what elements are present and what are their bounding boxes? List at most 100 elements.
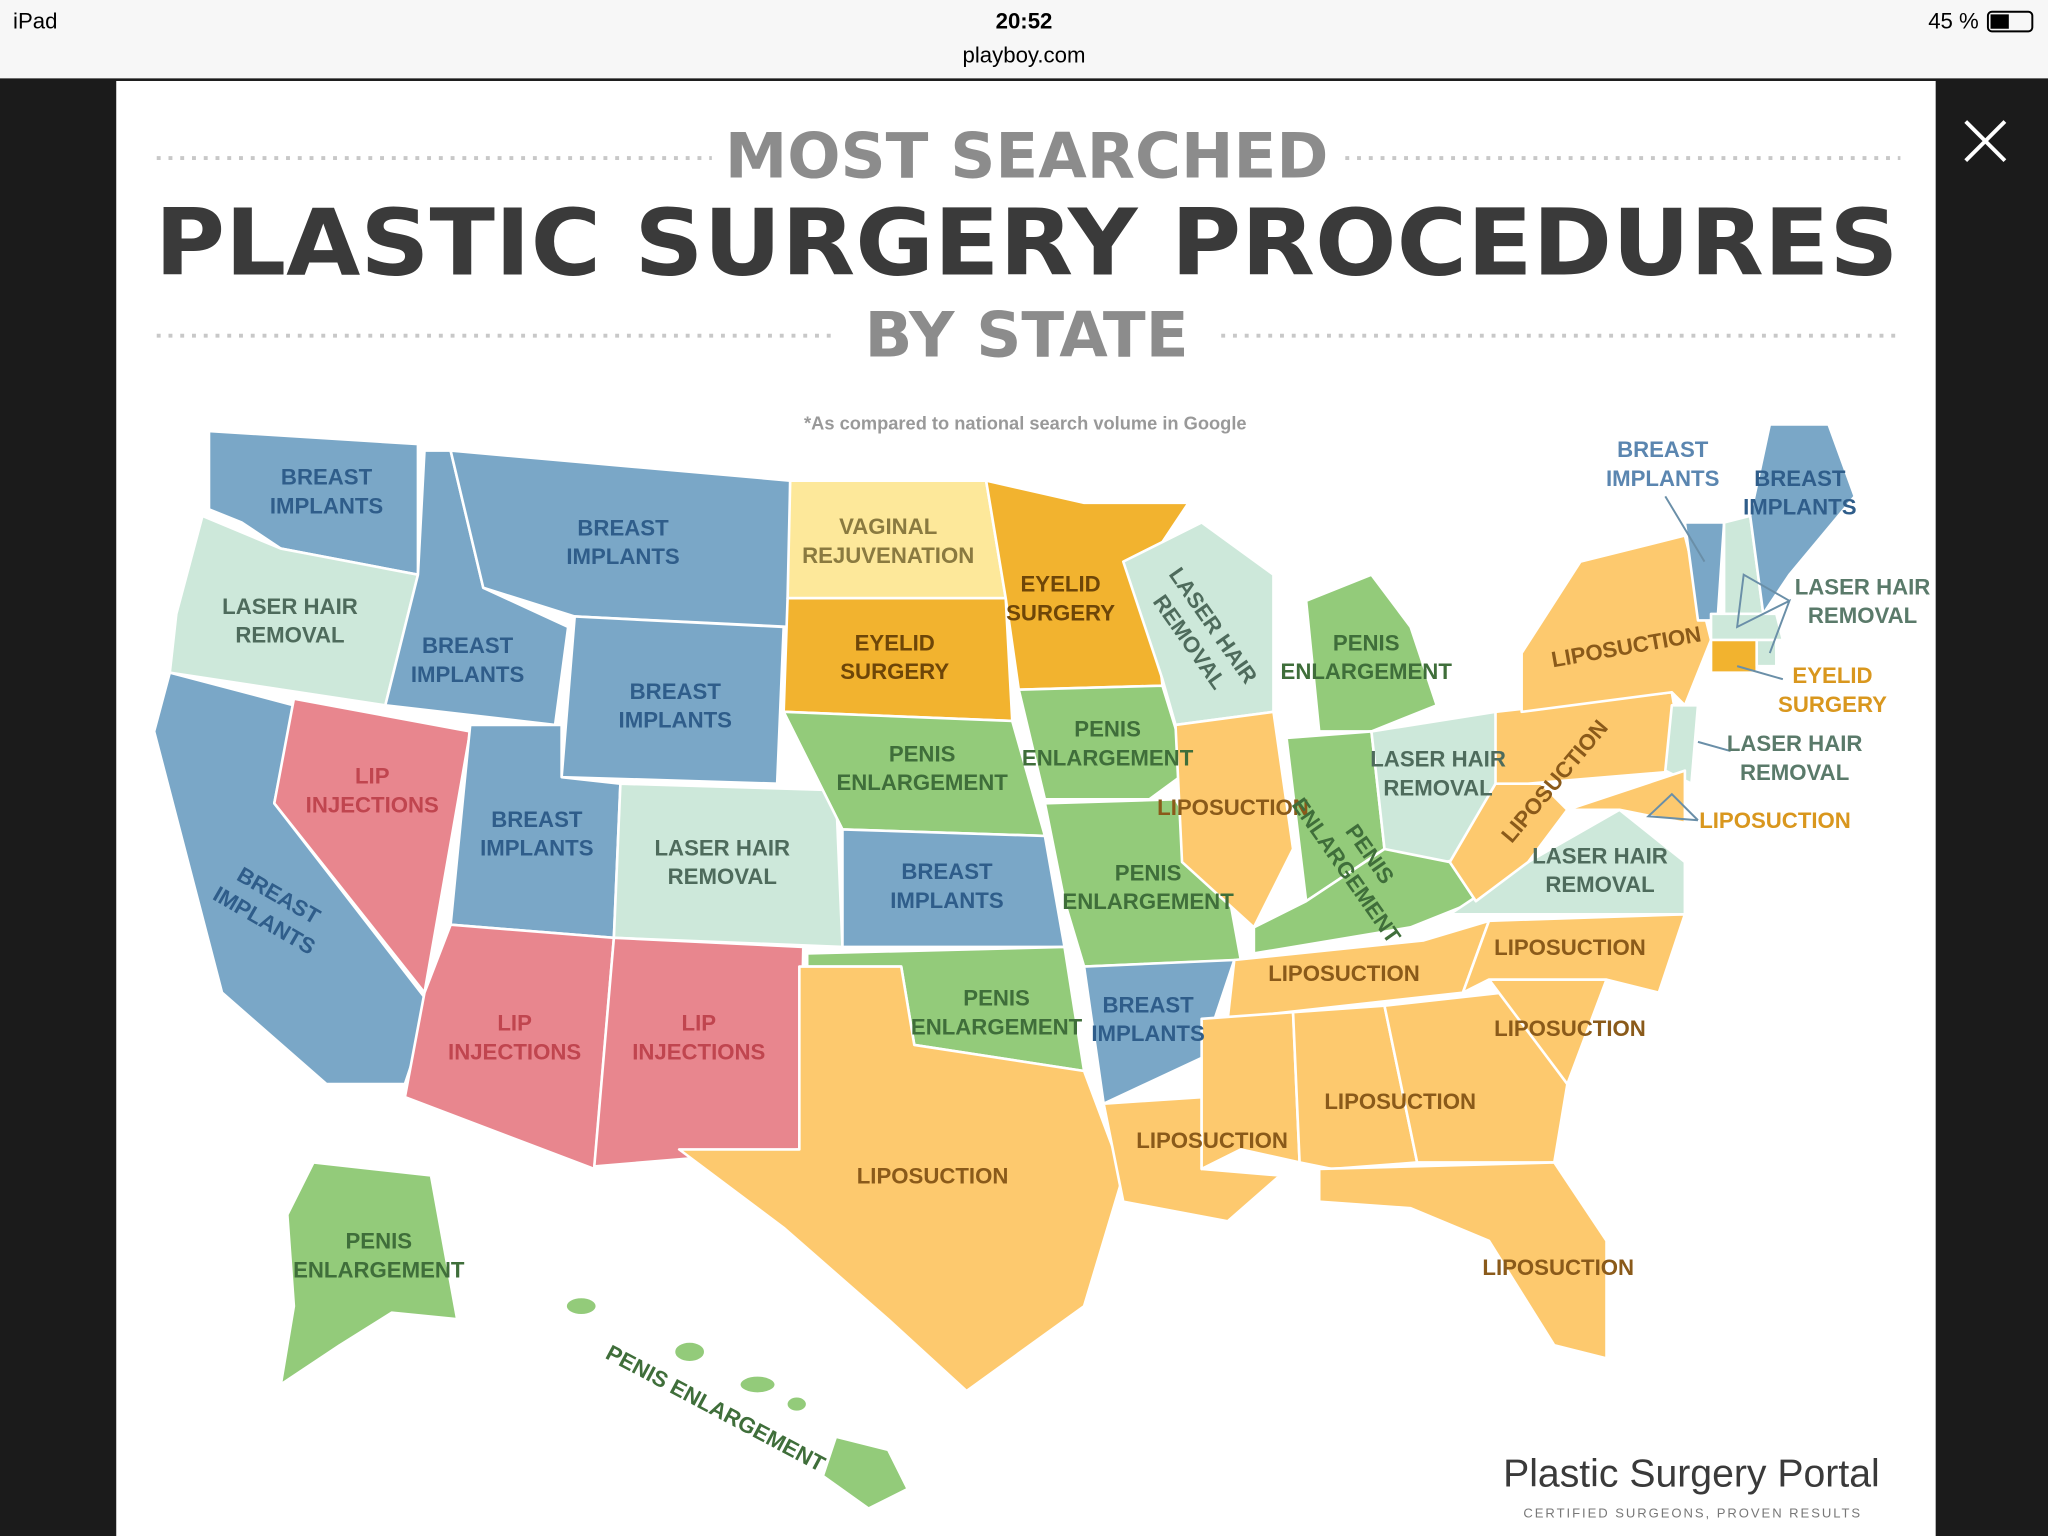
state-label: LASER HAIR REMOVAL xyxy=(222,594,358,648)
state-label-line: IMPLANTS xyxy=(566,544,679,569)
state-label: LASER HAIR REMOVAL xyxy=(654,836,790,890)
brand-tagline: CERTIFIED SURGEONS, PROVEN RESULTS xyxy=(1523,1506,1862,1521)
state-label-line: EYELID xyxy=(1792,663,1872,688)
state-label: LASER HAIR REMOVAL xyxy=(1370,747,1506,801)
state-label-line: PENIS xyxy=(345,1229,412,1254)
state-label-line: IMPLANTS xyxy=(619,708,732,733)
state-label-line: ENLARGEMENT xyxy=(911,1014,1083,1039)
state-label-line: SURGERY xyxy=(1778,692,1887,717)
state-label: BREAST IMPLANTS xyxy=(411,633,524,687)
state-label-line: ENLARGEMENT xyxy=(1281,659,1453,684)
title-rules xyxy=(156,156,1901,338)
state-label-line: LIPOSUCTION xyxy=(1699,808,1851,833)
state-label: BREAST IMPLANTS xyxy=(270,465,383,519)
state-label-line: LIP xyxy=(497,1011,532,1036)
state-label: LIPOSUCTION xyxy=(1494,935,1646,960)
clock: 20:52 xyxy=(996,9,1053,34)
state-label-line: ENLARGEMENT xyxy=(293,1257,465,1282)
title: PLASTIC SURGERY PROCEDURES xyxy=(155,189,1899,296)
state-label-line: PENIS xyxy=(1074,717,1141,742)
state-label-line: INJECTIONS xyxy=(306,792,439,817)
battery-text: 45 % xyxy=(1928,9,1979,34)
state-label: LASER HAIR REMOVAL xyxy=(1532,843,1668,897)
state-label-line: ENLARGEMENT xyxy=(836,770,1008,795)
state-label: EYELID SURGERY xyxy=(1778,663,1887,717)
state-label-line: EYELID xyxy=(1021,572,1101,597)
title-subtitle: BY STATE xyxy=(865,299,1189,372)
state-label-line: LIPOSUCTION xyxy=(1157,795,1309,820)
state-label-line: BREAST xyxy=(630,679,722,704)
state-label: LIPOSUCTION xyxy=(1699,808,1851,833)
state-label-line: IMPLANTS xyxy=(480,836,593,861)
state-label-line: INJECTIONS xyxy=(448,1039,581,1064)
state-label: BREAST IMPLANTS xyxy=(480,807,593,861)
state-label: LIP INJECTIONS xyxy=(306,764,439,818)
battery-icon xyxy=(1986,10,2034,33)
state-label-line: REMOVAL xyxy=(1808,603,1917,628)
state-label-line: IMPLANTS xyxy=(1606,466,1719,491)
state-label-line: LIP xyxy=(355,764,390,789)
state-label-line: LASER HAIR xyxy=(1727,731,1863,756)
close-button[interactable] xyxy=(1964,120,2007,163)
state-label-line: PENIS xyxy=(889,741,956,766)
state-label-line: INJECTIONS xyxy=(632,1039,765,1064)
state-label-line: IMPLANTS xyxy=(270,493,383,518)
state-label: LIP INJECTIONS xyxy=(632,1011,765,1065)
state-label-line: REMOVAL xyxy=(235,623,344,648)
url[interactable]: playboy.com xyxy=(963,43,1086,68)
state-label: LASER HAIR REMOVAL xyxy=(1795,574,1931,628)
state-label: LIPOSUCTION xyxy=(857,1163,1009,1188)
state-label-line: PENIS xyxy=(963,986,1030,1011)
state-label-line: IMPLANTS xyxy=(1743,495,1856,520)
state-label: LIPOSUCTION xyxy=(1482,1255,1634,1280)
state-label-line: IMPLANTS xyxy=(1091,1021,1204,1046)
state-label: PENIS ENLARGEMENT xyxy=(1062,860,1234,914)
state-label-line: LIPOSUCTION xyxy=(1324,1089,1476,1114)
state-label-line: BREAST xyxy=(491,807,583,832)
state-label-line: BREAST xyxy=(1754,466,1846,491)
state-label-line: LASER HAIR xyxy=(1532,843,1668,868)
state-label-line: BREAST xyxy=(577,516,669,541)
state-label-line: BREAST xyxy=(1102,992,1194,1017)
state-label: BREAST IMPLANTS xyxy=(1606,437,1719,491)
state-label-line: LIPOSUCTION xyxy=(857,1163,1009,1188)
state-label: BREAST IMPLANTS xyxy=(890,859,1003,913)
state-label-line: ENLARGEMENT xyxy=(1022,745,1194,770)
state-label: PENIS ENLARGEMENT xyxy=(911,986,1083,1040)
state-label-line: PENIS xyxy=(1333,630,1400,655)
footnote: *As compared to national search volume i… xyxy=(804,413,1247,434)
title-kicker: MOST SEARCHED xyxy=(725,120,1329,193)
state-label-line: REJUVENATION xyxy=(802,543,974,568)
state-label: LIPOSUCTION xyxy=(1324,1089,1476,1114)
state-label: PENIS ENLARGEMENT xyxy=(1281,630,1453,684)
state-label-line: BREAST xyxy=(1617,437,1709,462)
state-label-line: IMPLANTS xyxy=(411,662,524,687)
state-label-line: REMOVAL xyxy=(1383,775,1492,800)
battery-level xyxy=(1990,14,2009,29)
state-label: PENIS ENLARGEMENT xyxy=(293,1229,465,1283)
state-label: EYELID SURGERY xyxy=(1006,572,1115,626)
state-label: BREAST IMPLANTS xyxy=(1091,992,1204,1046)
brand: Plastic Surgery Portal xyxy=(1503,1452,1880,1495)
state-label-line: ENLARGEMENT xyxy=(1062,889,1234,914)
state-label-line: LIPOSUCTION xyxy=(1494,1016,1646,1041)
state-label-line: SURGERY xyxy=(840,659,949,684)
state-label-line: LASER HAIR xyxy=(1795,574,1931,599)
state-label-line: LIPOSUCTION xyxy=(1268,961,1420,986)
state-label-line: REMOVAL xyxy=(1545,872,1654,897)
state-label-line: LASER HAIR xyxy=(222,594,358,619)
state-label-line: LASER HAIR xyxy=(654,836,790,861)
state-label-line: REMOVAL xyxy=(668,864,777,889)
state-label: PENIS ENLARGEMENT xyxy=(836,741,1008,795)
state-label: VAGINAL REJUVENATION xyxy=(802,514,974,568)
state-label-line: REMOVAL xyxy=(1740,760,1849,785)
status-bar xyxy=(0,0,2048,79)
state-label-line: VAGINAL xyxy=(839,514,937,539)
state-label-line: EYELID xyxy=(855,630,935,655)
state-label-line: LIP xyxy=(682,1011,717,1036)
state-label-line: PENIS xyxy=(1115,860,1182,885)
state-label: LIPOSUCTION xyxy=(1157,795,1309,820)
state-label-line: LIPOSUCTION xyxy=(1482,1255,1634,1280)
